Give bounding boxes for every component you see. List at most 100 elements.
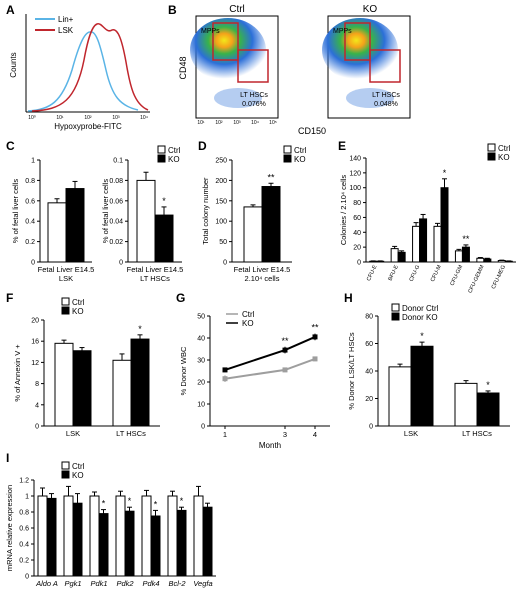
y-tick-label: 0 bbox=[25, 574, 29, 581]
x-axis-label: Month bbox=[259, 441, 281, 450]
legend-swatch bbox=[391, 312, 400, 321]
y-tick-label: 150 bbox=[215, 198, 227, 205]
x-tick-label: Pdk1 bbox=[90, 579, 107, 588]
y-axis-label: % Donor WBC bbox=[179, 346, 188, 395]
mpp-gate-label: MPPs bbox=[333, 28, 352, 35]
bar bbox=[410, 345, 434, 427]
bar bbox=[47, 202, 67, 263]
y-tick-label: 12 bbox=[31, 360, 39, 367]
bar bbox=[454, 382, 478, 427]
bar bbox=[388, 366, 412, 427]
bar bbox=[150, 515, 161, 577]
x-tick-label: Vegfa bbox=[193, 579, 212, 588]
x-tick-label: CFU-GEMM bbox=[467, 264, 485, 294]
flow-plot-ko: KO MPPs LT HSCs 0.048% bbox=[322, 4, 411, 119]
x-tick-label: Bcl-2 bbox=[168, 579, 186, 588]
x-tick-label: CFU-GM bbox=[450, 264, 465, 287]
legend-swatch bbox=[61, 470, 70, 479]
y-tick-label: 0.4 bbox=[25, 219, 35, 226]
x-tick-label: 10³ bbox=[233, 120, 241, 126]
bar bbox=[454, 250, 463, 263]
bar bbox=[193, 495, 204, 577]
y-tick-label: 40 bbox=[353, 230, 361, 237]
y-tick-label: 0.8 bbox=[19, 510, 29, 517]
x-tick-label: 10² bbox=[215, 120, 223, 126]
bar bbox=[440, 187, 449, 263]
y-tick-label: 4 bbox=[35, 402, 39, 409]
y-tick-label: 100 bbox=[215, 219, 227, 226]
y-tick-label: 1 bbox=[31, 158, 35, 165]
bar bbox=[176, 509, 187, 577]
x-tick-label: Pgk1 bbox=[64, 579, 81, 588]
x-tick-label: Pdk4 bbox=[142, 579, 159, 588]
flow-plot-title: KO bbox=[363, 4, 378, 15]
y-axis-label: % of fetal liver cells bbox=[11, 179, 20, 243]
y-tick-label: 0 bbox=[119, 260, 123, 267]
significance-marker: * bbox=[138, 324, 142, 334]
legend-label: KO bbox=[168, 155, 180, 164]
panel-letter: H bbox=[344, 291, 353, 305]
legend-swatch bbox=[157, 145, 166, 154]
x-tick-label: 10⁵ bbox=[269, 120, 277, 126]
x-axis-label: Hypoxyprobe-FITC bbox=[54, 122, 122, 131]
x-tick-label: 10¹ bbox=[56, 115, 64, 121]
y-tick-label: 200 bbox=[215, 178, 227, 185]
significance-marker: ** bbox=[462, 234, 470, 244]
bar bbox=[65, 188, 85, 263]
legend-label: Ctrl bbox=[72, 298, 85, 307]
y-tick-label: 50 bbox=[219, 239, 227, 246]
legend-label: KO bbox=[498, 153, 510, 162]
bar bbox=[497, 260, 506, 263]
y-tick-label: 20 bbox=[31, 318, 39, 325]
y-tick-label: 0.08 bbox=[109, 178, 123, 185]
bar bbox=[136, 179, 156, 263]
x-tick-label: LT HSCs bbox=[462, 429, 492, 438]
data-point bbox=[282, 367, 288, 373]
bar bbox=[63, 495, 74, 577]
x-tick-label: CFU-E bbox=[366, 264, 379, 282]
x-tick-label: LT HSCs bbox=[116, 429, 146, 438]
panel-a: A Counts Lin+ LSK 10⁰ 10¹ 10² 10³ 10⁴ Hy… bbox=[6, 3, 150, 131]
legend-swatch bbox=[61, 306, 70, 315]
y-tick-label: 40 bbox=[365, 369, 373, 376]
legend-label-lsk: LSK bbox=[58, 26, 74, 35]
series-line bbox=[224, 335, 316, 371]
bar bbox=[141, 495, 152, 577]
y-tick-label: 60 bbox=[353, 215, 361, 222]
y-tick-label: 0.6 bbox=[25, 198, 35, 205]
bar bbox=[37, 495, 48, 577]
series-line bbox=[224, 357, 316, 380]
y-axis-label: % Donor LSK/LT HSCs bbox=[347, 332, 356, 410]
significance-marker: * bbox=[443, 168, 447, 178]
y-tick-label: 0.2 bbox=[25, 239, 35, 246]
y-tick-label: 0.04 bbox=[109, 219, 123, 226]
y-tick-label: 20 bbox=[365, 396, 373, 403]
lt-hsc-percentage: 0.076% bbox=[242, 101, 266, 108]
legend-swatch bbox=[61, 461, 70, 470]
significance-marker: * bbox=[128, 496, 132, 506]
mpp-gate-label: MPPs bbox=[201, 28, 220, 35]
y-tick-label: 10 bbox=[197, 402, 205, 409]
bar bbox=[476, 392, 500, 427]
y-tick-label: 0 bbox=[223, 260, 227, 267]
lt-hsc-gate-label: LT HSCs bbox=[240, 92, 268, 99]
bar bbox=[461, 246, 470, 263]
legend-swatch bbox=[391, 303, 400, 312]
y-tick-label: 0 bbox=[35, 424, 39, 431]
y-tick-label: 250 bbox=[215, 158, 227, 165]
significance-marker: ** bbox=[311, 323, 319, 333]
y-tick-label: 0.02 bbox=[109, 239, 123, 246]
legend-label: KO bbox=[72, 307, 84, 316]
significance-marker: * bbox=[420, 331, 424, 341]
y-tick-label: 80 bbox=[353, 200, 361, 207]
bar bbox=[397, 251, 406, 263]
bar bbox=[72, 350, 92, 427]
y-tick-label: 0.2 bbox=[19, 558, 29, 565]
lt-hsc-gate-label: LT HSCs bbox=[372, 92, 400, 99]
y-tick-label: 0.1 bbox=[113, 158, 123, 165]
y-tick-label: 1.2 bbox=[19, 478, 29, 485]
legend-swatch bbox=[61, 297, 70, 306]
x-tick-label: 10² bbox=[84, 115, 92, 121]
bar bbox=[167, 495, 178, 577]
y-tick-label: 30 bbox=[197, 358, 205, 365]
